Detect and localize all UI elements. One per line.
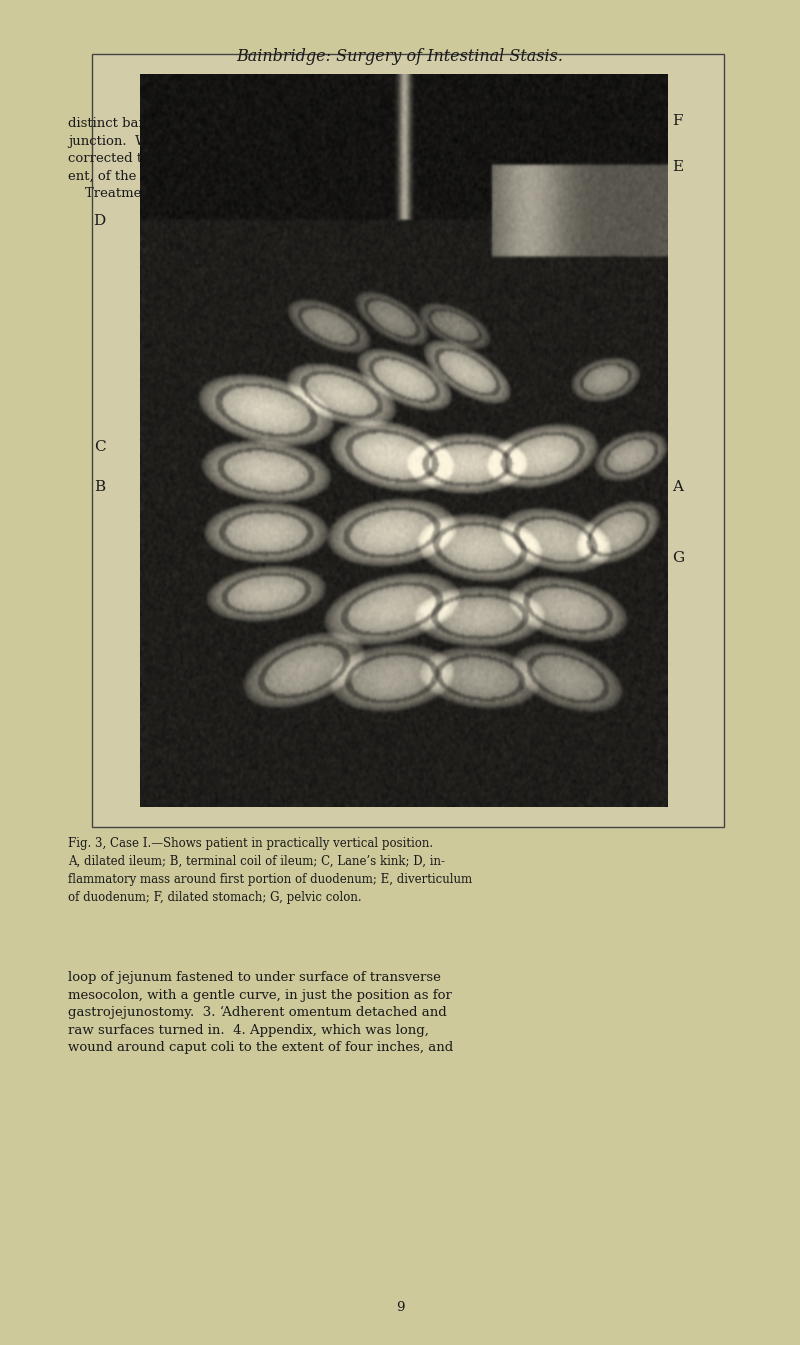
Text: Fig. 3, Case I.—Shows patient in practically vertical position.
A, dilated ileum: Fig. 3, Case I.—Shows patient in practic… xyxy=(68,837,472,904)
Text: B: B xyxy=(94,480,106,494)
Text: E: E xyxy=(672,160,683,174)
Text: A: A xyxy=(672,480,683,494)
Text: F: F xyxy=(672,114,682,128)
Text: G: G xyxy=(672,551,684,565)
Text: Bainbridge: Surgery of Intestinal Stasis.: Bainbridge: Surgery of Intestinal Stasis… xyxy=(237,48,563,66)
Text: loop of jejunum fastened to under surface of transverse
mesocolon, with a gentle: loop of jejunum fastened to under surfac… xyxy=(68,971,454,1054)
Text: C: C xyxy=(94,440,106,453)
Text: 9: 9 xyxy=(396,1301,404,1314)
Text: D: D xyxy=(94,214,106,227)
Text: distinct bands causing angulation at the duodenojejunal
junction.  When these ba: distinct bands causing angulation at the… xyxy=(68,117,457,200)
Bar xyxy=(92,54,724,827)
